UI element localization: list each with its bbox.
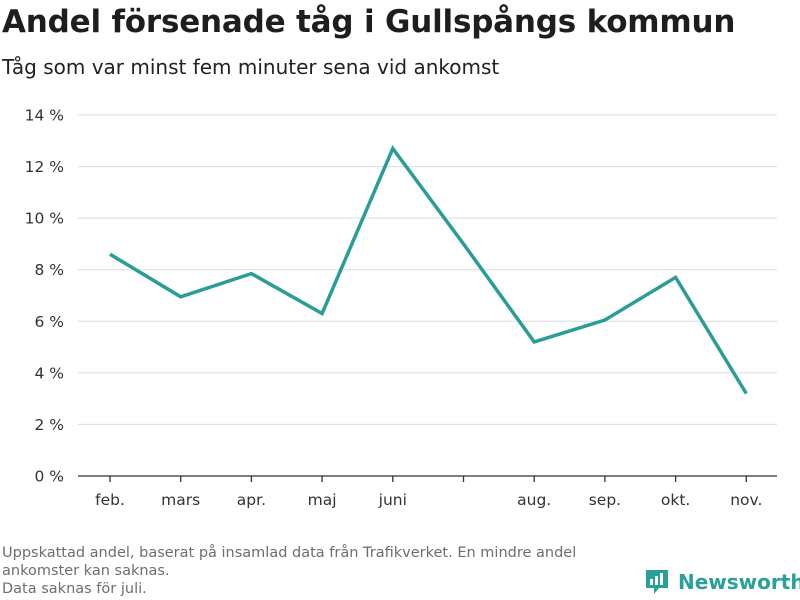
series-lines (109, 145, 748, 395)
x-tick-label: apr. (237, 491, 266, 509)
x-tick-label: nov. (730, 491, 762, 509)
x-tick-label: aug. (517, 491, 551, 509)
x-tick-label: maj (308, 491, 337, 509)
brand-name: Newsworthy (678, 570, 800, 594)
x-axis: feb. mars apr. maj juni aug. sep. okt. nov. (78, 475, 777, 509)
newsworthy-logo-icon (646, 570, 668, 594)
x-tick-label: sep. (589, 491, 621, 509)
newsworthy-brand: Newsworthy (644, 568, 800, 596)
y-tick-label: 4 % (34, 364, 64, 382)
x-tick-label: juni (378, 491, 407, 509)
footnote-line: Uppskattad andel, baserat på insamlad da… (2, 545, 577, 561)
y-tick-label: 14 % (25, 107, 64, 125)
footnote: Uppskattad andel, baserat på insamlad da… (2, 544, 642, 598)
x-tick-label: mars (161, 491, 200, 509)
x-tick-label: feb. (95, 491, 125, 509)
y-tick-label: 6 % (34, 313, 64, 331)
chart-subtitle: Tåg som var minst fem minuter sena vid a… (2, 55, 500, 79)
y-tick-label: 2 % (34, 416, 64, 434)
y-tick-label: 0 % (34, 468, 64, 486)
series-line (109, 145, 748, 395)
y-tick-label: 10 % (25, 210, 64, 228)
chart-title: Andel försenade tåg i Gullspångs kommun (2, 4, 736, 40)
footnote-line: Data saknas för juli. (2, 581, 147, 597)
y-tick-label: 8 % (34, 261, 64, 279)
y-axis-ticks: 0 % 2 % 4 % 6 % 8 % 10 % 12 % 14 % (25, 107, 64, 486)
grid-lines (78, 114, 777, 425)
y-tick-label: 12 % (25, 158, 64, 176)
x-tick-label: okt. (661, 491, 690, 509)
footnote-line: ankomster kan saknas. (2, 563, 170, 579)
